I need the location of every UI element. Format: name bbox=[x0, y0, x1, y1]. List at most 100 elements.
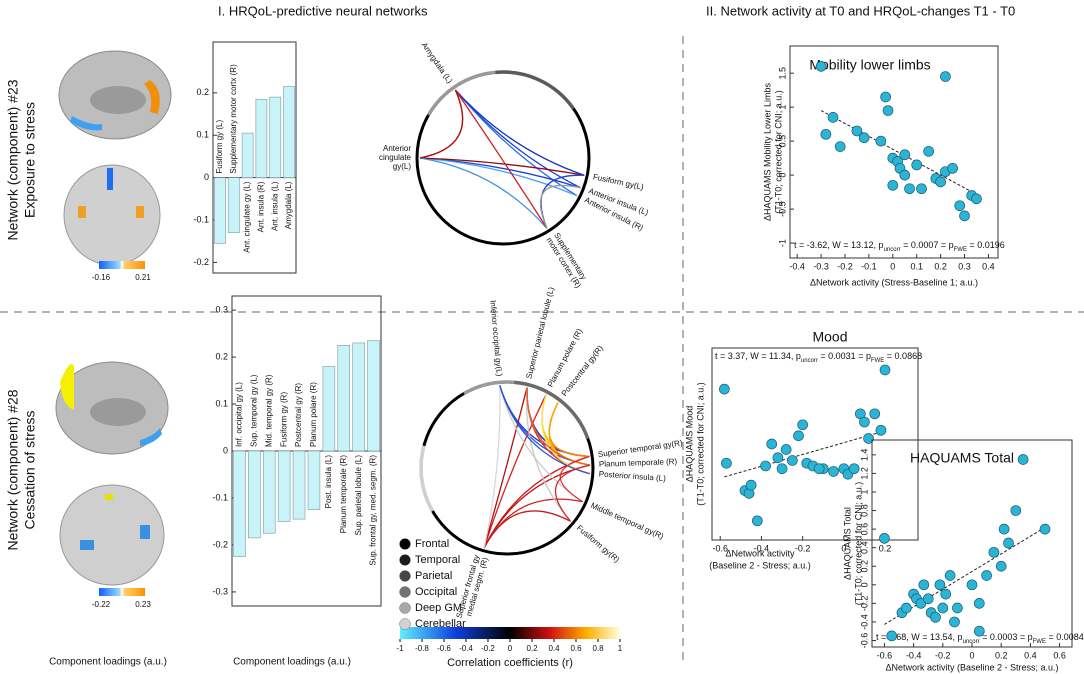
connection bbox=[559, 455, 590, 503]
colorbar-tick-label: 0.8 bbox=[592, 644, 604, 653]
point bbox=[934, 579, 946, 591]
stats: t = 3.68, W = 13.54, puncorr = 0.0003 = … bbox=[876, 632, 1084, 644]
y-axis-label: ΔHAQUAMS Mobility Lower Limbs bbox=[762, 82, 772, 221]
connection bbox=[419, 89, 464, 159]
stats-text: t = 3.37, W = 11.34, p bbox=[715, 351, 801, 361]
stats-text: = 0.0196 bbox=[967, 240, 1005, 250]
point bbox=[751, 515, 763, 527]
point bbox=[863, 433, 874, 444]
colorbar-tick-label: 0.6 bbox=[570, 644, 582, 653]
point bbox=[947, 162, 958, 174]
ring-segment bbox=[427, 70, 496, 116]
legend-swatch bbox=[399, 538, 411, 550]
y-tick-label: -0.5 bbox=[777, 201, 787, 217]
point bbox=[766, 438, 778, 450]
y-axis-label: (T1-T0; corrected for CNI; a.u.) bbox=[853, 482, 863, 606]
category-label: Fusiform gy (R) bbox=[279, 392, 288, 447]
region-label-line: Superior temporal gy(R) bbox=[597, 438, 683, 459]
region-label: Posterior insula (L) bbox=[598, 470, 666, 484]
category-label: Ant. insula (R) bbox=[257, 181, 266, 232]
colorbar-min: -0.16 bbox=[92, 273, 111, 282]
x-tick-label: 0.1 bbox=[910, 261, 923, 271]
legend-swatch bbox=[399, 586, 411, 598]
bar bbox=[352, 342, 365, 452]
point bbox=[719, 383, 730, 395]
y-axis-label: (T1-T0; corrected for CNI; a.u.) bbox=[773, 90, 783, 214]
point bbox=[911, 159, 923, 171]
connection bbox=[454, 89, 585, 176]
plot-frame bbox=[711, 347, 919, 541]
bar bbox=[322, 366, 336, 452]
bar bbox=[262, 450, 276, 534]
connection bbox=[526, 387, 591, 466]
region-label: Middle temporal gy(R) bbox=[589, 501, 665, 541]
y-tick-label: 0 bbox=[204, 172, 209, 182]
region-label: Supplementarymotor cortex (R) bbox=[544, 231, 590, 290]
y-tick-label: -0.3 bbox=[212, 586, 228, 596]
region-label-line: Planum temporale (R) bbox=[599, 457, 678, 469]
point bbox=[949, 616, 960, 628]
connection bbox=[419, 157, 585, 176]
point bbox=[973, 625, 985, 637]
region-label-line: Amygdala (L) bbox=[420, 41, 455, 85]
point bbox=[966, 579, 978, 591]
region-label-line: Middle temporal gy(R) bbox=[589, 501, 665, 541]
point bbox=[851, 125, 863, 137]
stats-text: = 0.0084 bbox=[1046, 632, 1084, 642]
point bbox=[827, 111, 839, 123]
colorbar-max: 0.23 bbox=[135, 600, 151, 609]
correlation-colorbar bbox=[400, 627, 620, 639]
point bbox=[859, 416, 870, 428]
x-tick-label: -0.4 bbox=[906, 650, 922, 660]
point bbox=[776, 463, 788, 475]
point bbox=[940, 588, 952, 600]
point bbox=[813, 463, 825, 475]
legend-swatch bbox=[399, 570, 411, 582]
chart-title: Mood bbox=[812, 329, 847, 345]
point bbox=[745, 479, 757, 491]
point bbox=[930, 611, 941, 623]
region-label: Fusiform gy(R) bbox=[575, 523, 622, 564]
y-tick-label: 0.2 bbox=[859, 560, 869, 573]
category-label: Ant. cingulate gy (L) bbox=[243, 181, 252, 252]
plot-frame bbox=[212, 41, 297, 274]
point bbox=[880, 91, 891, 103]
legend-swatch bbox=[399, 602, 411, 614]
connection bbox=[539, 184, 581, 229]
category-label: Post. insula (L) bbox=[324, 455, 333, 509]
connectogram: Amygdala (L)Anterior cingulate gy(L)Fusifo… bbox=[379, 41, 650, 290]
bar bbox=[292, 450, 306, 520]
x-tick-label: -0.4 bbox=[754, 543, 770, 553]
y-tick-label: 1.4 bbox=[859, 449, 869, 462]
point bbox=[918, 579, 930, 591]
plot-frame bbox=[789, 45, 999, 259]
point bbox=[971, 193, 982, 205]
category-label: Planum polare (R) bbox=[309, 382, 318, 447]
point bbox=[952, 602, 963, 614]
point bbox=[900, 602, 912, 614]
region-label: Amygdala (L) bbox=[420, 41, 455, 85]
point bbox=[875, 135, 887, 147]
colorbar-tick-label: -0.8 bbox=[415, 644, 429, 653]
connection bbox=[554, 464, 591, 522]
x-tick-label: 0.4 bbox=[1024, 650, 1037, 660]
region-label: Superior temporal gy(R) bbox=[597, 438, 683, 459]
ring-segment bbox=[514, 380, 590, 440]
row-title: Network (component) #28 bbox=[5, 389, 21, 550]
y-tick-label: 0 bbox=[859, 582, 869, 587]
row-label: Network (component) #23 Exposure to stre… bbox=[5, 79, 38, 240]
connection bbox=[483, 510, 571, 549]
colorbar-tick-label: -1 bbox=[396, 644, 404, 653]
bar bbox=[269, 96, 282, 178]
point bbox=[772, 452, 784, 464]
colorbar-tick-label: 0 bbox=[508, 644, 513, 653]
category-label: Sup. parietal lobule (L) bbox=[354, 455, 363, 536]
x-tick-label: -0.2 bbox=[837, 261, 853, 271]
x-axis-label: ΔNetwork activity (Stress-Baseline 1; a.… bbox=[810, 277, 978, 287]
point bbox=[954, 200, 966, 212]
bar bbox=[277, 450, 291, 522]
y-tick-label: -0.1 bbox=[193, 214, 209, 224]
stats-text: = 0.0003 = p bbox=[980, 632, 1033, 642]
y-tick-label: 0.8 bbox=[859, 504, 869, 517]
